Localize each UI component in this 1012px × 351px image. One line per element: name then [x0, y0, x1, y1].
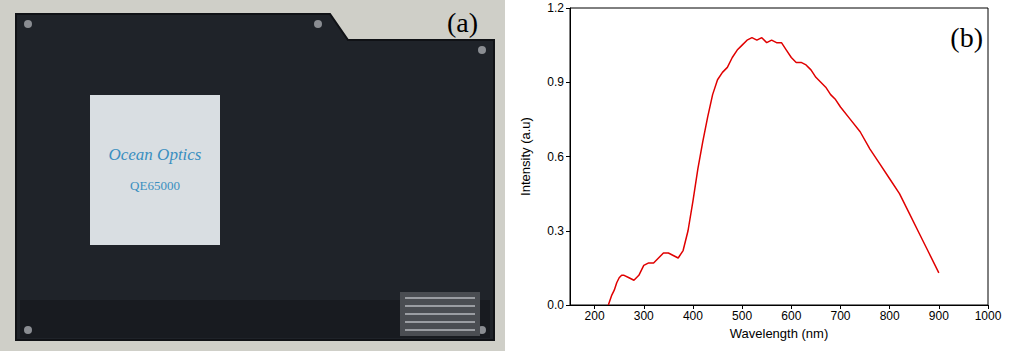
svg-text:0.6: 0.6	[547, 150, 564, 164]
svg-text:0.9: 0.9	[547, 75, 564, 89]
svg-text:1000: 1000	[975, 309, 1002, 323]
svg-text:400: 400	[683, 309, 703, 323]
svg-text:500: 500	[732, 309, 752, 323]
svg-text:200: 200	[585, 309, 605, 323]
svg-text:600: 600	[781, 309, 801, 323]
svg-text:800: 800	[880, 309, 900, 323]
svg-text:Ocean Optics: Ocean Optics	[108, 145, 201, 164]
svg-text:0.3: 0.3	[547, 224, 564, 238]
svg-text:Wavelength (nm): Wavelength (nm)	[730, 326, 829, 341]
svg-text:700: 700	[830, 309, 850, 323]
svg-text:900: 900	[929, 309, 949, 323]
svg-text:0.0: 0.0	[547, 298, 564, 312]
svg-text:QE65000: QE65000	[130, 178, 180, 193]
svg-text:(b): (b)	[950, 22, 983, 53]
svg-text:(a): (a)	[447, 7, 478, 38]
svg-text:300: 300	[634, 309, 654, 323]
svg-text:Intensity (a.u): Intensity (a.u)	[518, 117, 533, 196]
svg-text:1.2: 1.2	[547, 1, 564, 15]
